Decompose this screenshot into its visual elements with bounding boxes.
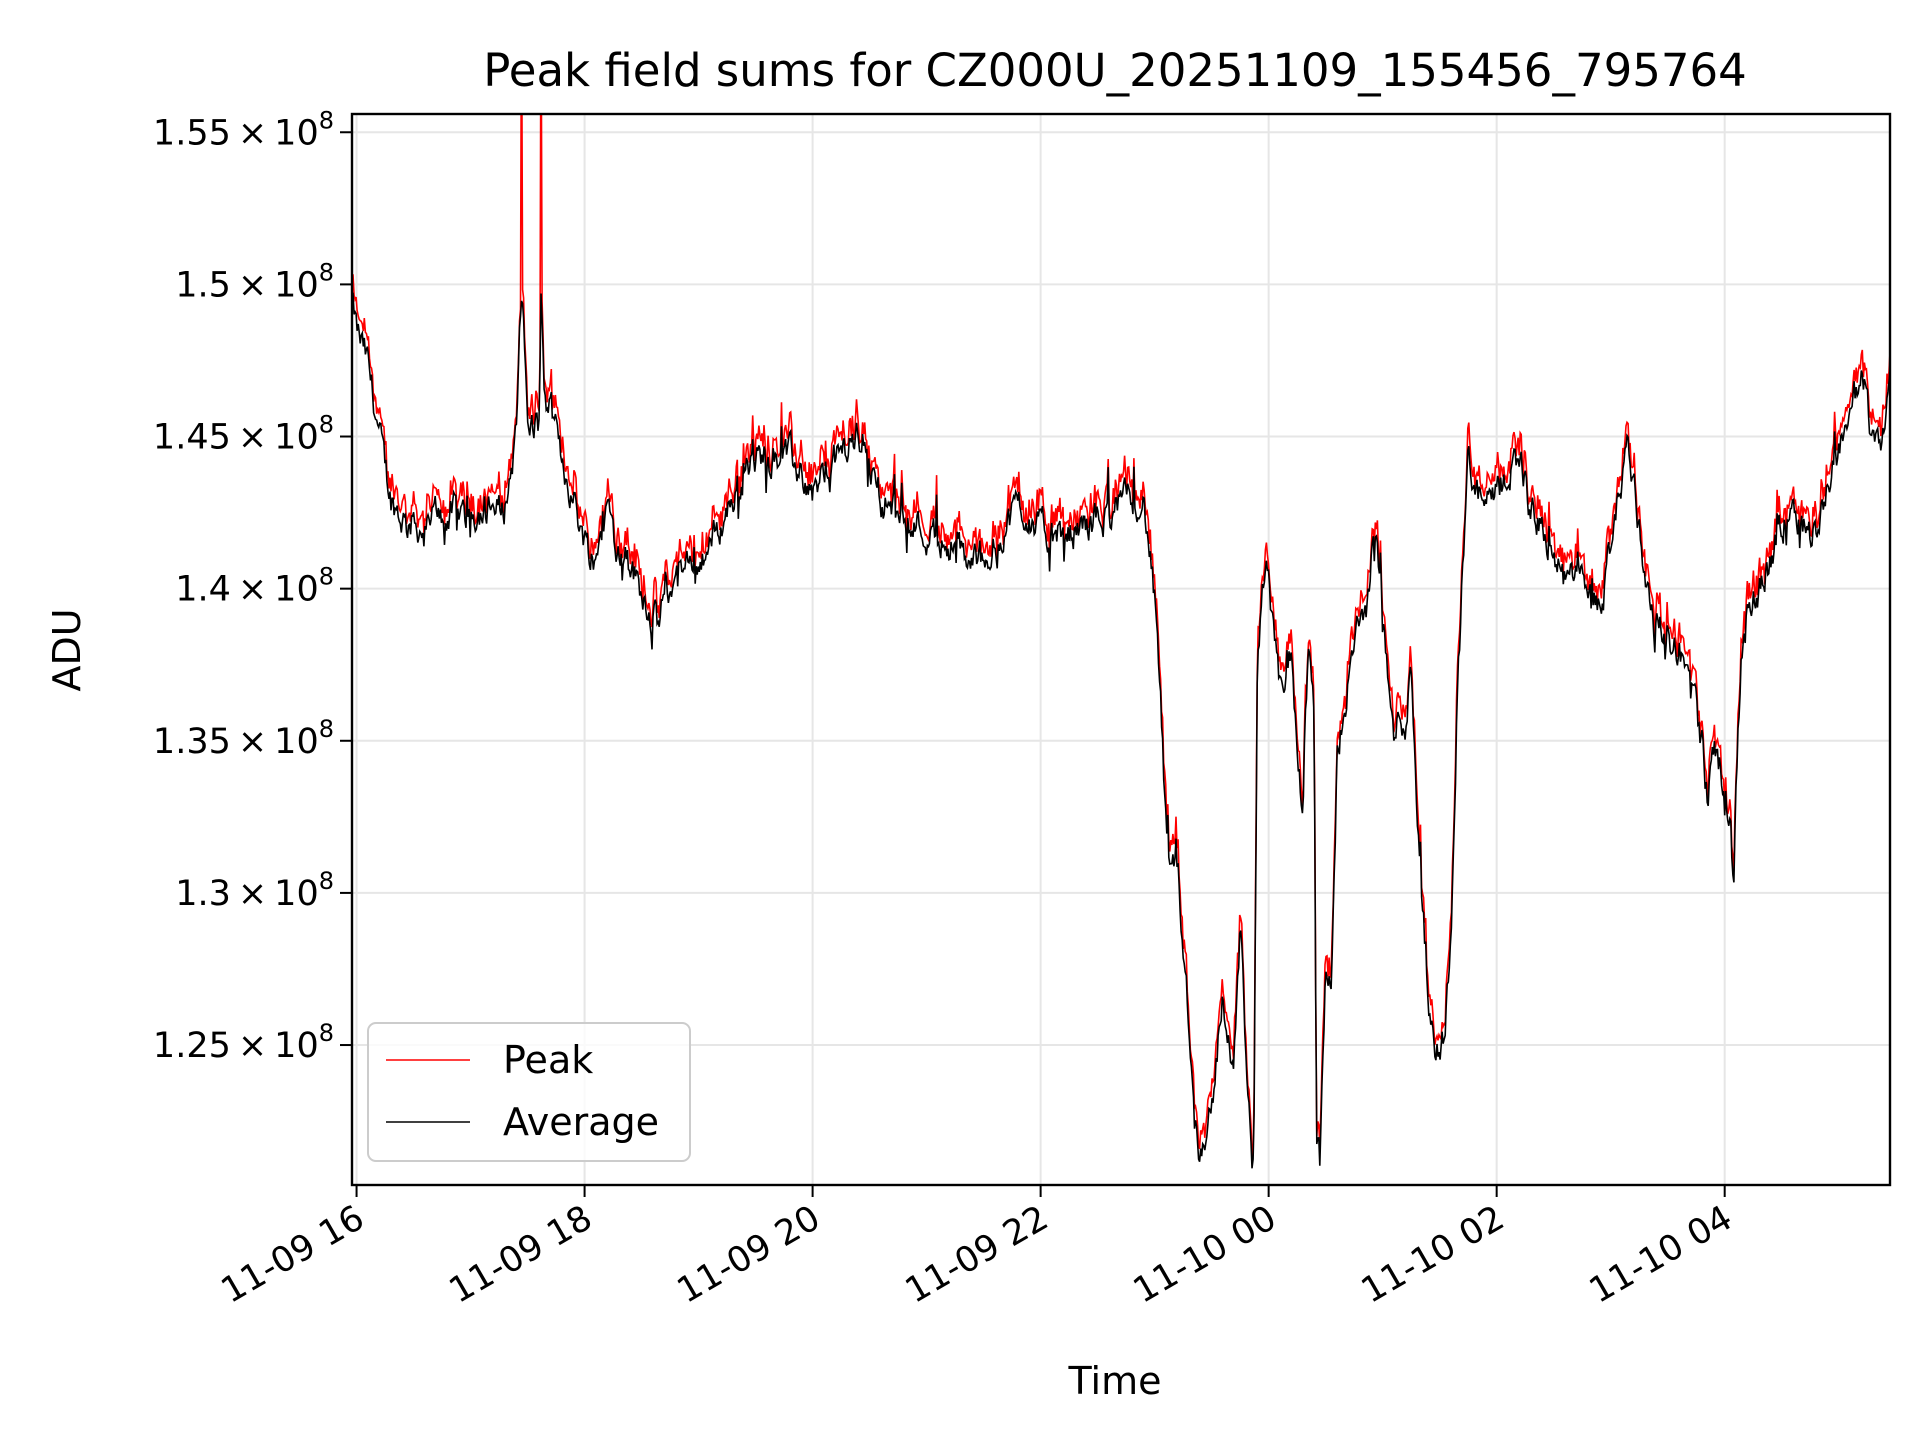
y-tick-label: 1.25 × 108 bbox=[153, 1019, 334, 1066]
y-tick-base: 10 bbox=[274, 722, 319, 762]
y-axis-label: ADU bbox=[45, 608, 89, 691]
y-tick-exponent: 8 bbox=[319, 1019, 334, 1047]
series-peak-line bbox=[352, 114, 1890, 1158]
x-axis-label: Time bbox=[1068, 1359, 1162, 1403]
plot-frame bbox=[350, 112, 1892, 1187]
y-tick-mantissa: 1.5 bbox=[175, 265, 231, 305]
y-tick-times: × bbox=[231, 418, 274, 458]
legend-box bbox=[367, 1022, 691, 1162]
legend-average-label: Average bbox=[503, 1100, 659, 1144]
chart-title: Peak field sums for CZ000U_20251109_1554… bbox=[483, 44, 1746, 97]
y-tick-exponent: 8 bbox=[319, 715, 334, 743]
y-tick-exponent: 8 bbox=[319, 563, 334, 591]
grid-lines bbox=[352, 114, 1890, 1185]
y-tick-mantissa: 1.45 bbox=[153, 418, 231, 458]
x-tick-label: 11-10 02 bbox=[1355, 1198, 1511, 1311]
y-tick-exponent: 8 bbox=[319, 411, 334, 439]
y-tick-base: 10 bbox=[274, 570, 319, 610]
y-tick-times: × bbox=[231, 722, 274, 762]
y-tick-label: 1.55 × 108 bbox=[153, 106, 334, 153]
y-tick-base: 10 bbox=[274, 418, 319, 458]
y-tick-mantissa: 1.35 bbox=[153, 722, 231, 762]
y-tick-label: 1.5 × 108 bbox=[175, 258, 334, 305]
y-tick-base: 10 bbox=[274, 1026, 319, 1066]
y-tick-times: × bbox=[231, 265, 274, 305]
y-tick-exponent: 8 bbox=[319, 106, 334, 134]
y-tick-exponent: 8 bbox=[319, 867, 334, 895]
y-tick-label: 1.45 × 108 bbox=[153, 411, 334, 458]
series-average-line bbox=[352, 292, 1890, 1169]
y-tick-mantissa: 1.3 bbox=[175, 874, 231, 914]
x-tick-label: 11-10 04 bbox=[1583, 1198, 1739, 1311]
x-tick-label: 11-09 22 bbox=[899, 1198, 1055, 1311]
series-group bbox=[352, 114, 1890, 1169]
y-tick-mantissa: 1.25 bbox=[153, 1026, 231, 1066]
y-tick-base: 10 bbox=[274, 874, 319, 914]
y-tick-label: 1.4 × 108 bbox=[175, 563, 334, 610]
y-tick-times: × bbox=[231, 1026, 274, 1066]
y-tick-mantissa: 1.4 bbox=[175, 570, 231, 610]
x-tick-label: 11-09 20 bbox=[671, 1198, 827, 1311]
y-tick-label: 1.3 × 108 bbox=[175, 867, 334, 914]
x-tick-label: 11-10 00 bbox=[1127, 1198, 1283, 1311]
legend-peak-label: Peak bbox=[503, 1038, 593, 1082]
x-axis: 11-09 16 11-09 18 11-09 20 11-09 22 11-10 00… bbox=[215, 1185, 1739, 1311]
y-tick-label: 1.35 × 108 bbox=[153, 715, 334, 762]
y-tick-exponent: 8 bbox=[319, 258, 334, 286]
x-tick-label: 11-09 16 bbox=[215, 1198, 371, 1311]
y-tick-times: × bbox=[231, 570, 274, 610]
legend: Peak Average bbox=[367, 1022, 691, 1162]
y-tick-times: × bbox=[231, 113, 274, 153]
y-tick-mantissa: 1.55 bbox=[153, 113, 231, 153]
x-tick-label: 11-09 18 bbox=[443, 1198, 599, 1311]
y-tick-base: 10 bbox=[274, 113, 319, 153]
y-tick-times: × bbox=[231, 874, 274, 914]
y-tick-base: 10 bbox=[274, 265, 319, 305]
